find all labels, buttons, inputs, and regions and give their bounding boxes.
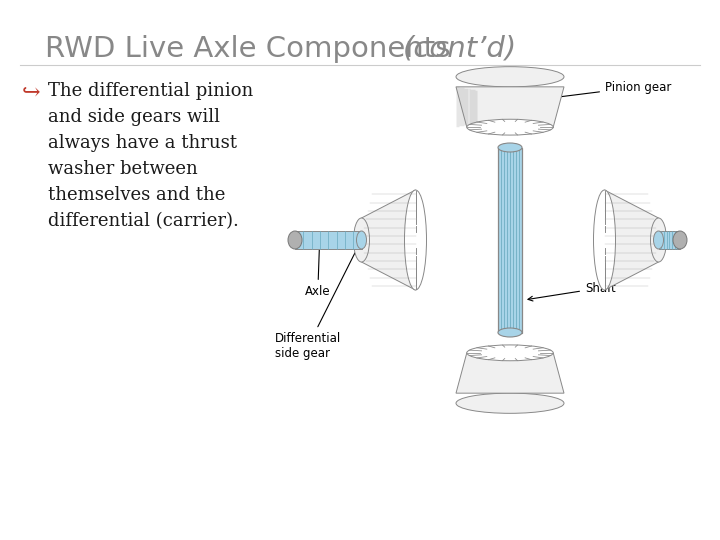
Text: themselves and the: themselves and the: [48, 186, 225, 204]
Text: (cont’d): (cont’d): [403, 35, 517, 63]
Polygon shape: [456, 87, 564, 127]
Ellipse shape: [498, 143, 522, 152]
Ellipse shape: [593, 190, 616, 290]
Ellipse shape: [356, 231, 366, 249]
Ellipse shape: [288, 231, 302, 249]
Text: washer between: washer between: [48, 160, 198, 178]
Ellipse shape: [405, 190, 426, 290]
Text: differential (carrier).: differential (carrier).: [48, 212, 239, 230]
Text: The differential pinion: The differential pinion: [48, 82, 253, 100]
Text: Axle: Axle: [305, 234, 330, 298]
Text: Pinion gear: Pinion gear: [546, 80, 671, 100]
Ellipse shape: [654, 231, 664, 249]
Text: ↪: ↪: [22, 82, 40, 104]
Polygon shape: [456, 353, 564, 393]
Text: RWD Live Axle Components: RWD Live Axle Components: [45, 35, 460, 63]
Polygon shape: [605, 190, 659, 290]
Bar: [659, 231, 680, 249]
Bar: [498, 147, 522, 333]
Bar: [295, 231, 361, 249]
Ellipse shape: [467, 119, 553, 135]
Ellipse shape: [467, 345, 553, 361]
Text: Shaft: Shaft: [528, 281, 616, 301]
Text: and side gears will: and side gears will: [48, 108, 220, 126]
Text: Differential
side gear: Differential side gear: [275, 214, 374, 360]
Ellipse shape: [498, 328, 522, 337]
Ellipse shape: [673, 231, 687, 249]
Ellipse shape: [354, 218, 369, 262]
Polygon shape: [361, 190, 415, 290]
Ellipse shape: [456, 393, 564, 413]
Ellipse shape: [456, 66, 564, 87]
Ellipse shape: [650, 218, 667, 262]
Text: always have a thrust: always have a thrust: [48, 134, 237, 152]
